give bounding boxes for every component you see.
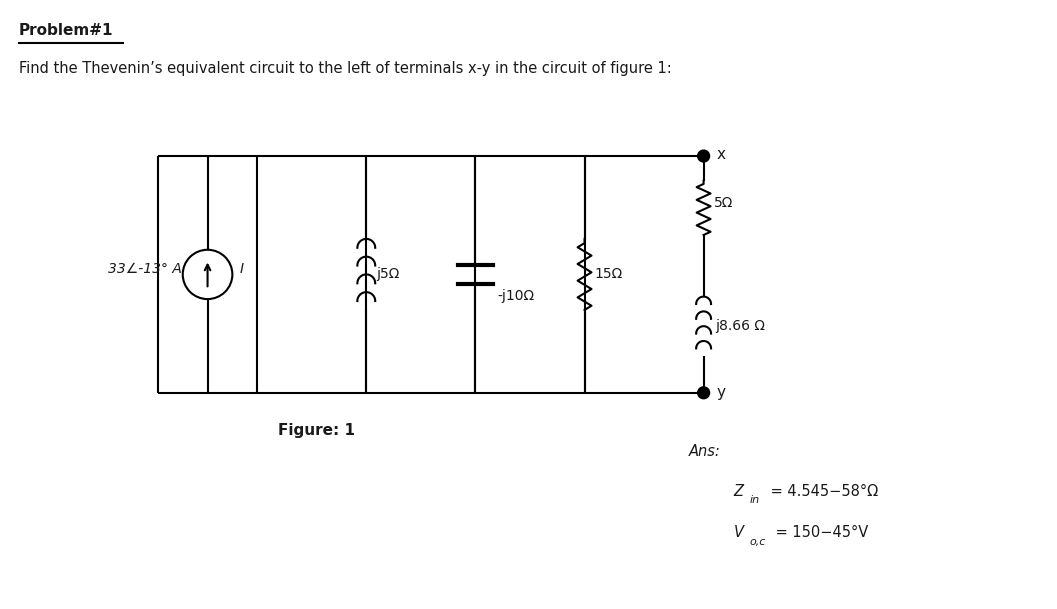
Text: I: I	[239, 262, 243, 276]
Text: Find the Thevenin’s equivalent circuit to the left of terminals x-y in the circu: Find the Thevenin’s equivalent circuit t…	[19, 61, 672, 76]
Text: in: in	[749, 495, 759, 505]
Text: 33∠-13° A: 33∠-13° A	[108, 262, 182, 276]
Text: Figure: 1: Figure: 1	[278, 423, 355, 438]
Text: V: V	[734, 526, 743, 540]
Text: = 150−45°V: = 150−45°V	[771, 526, 868, 540]
Text: Problem#1: Problem#1	[19, 23, 113, 38]
Text: Ans:: Ans:	[689, 445, 721, 459]
Text: x: x	[717, 147, 725, 161]
Text: Z: Z	[734, 484, 743, 499]
Circle shape	[698, 387, 709, 399]
Text: = 4.545−58°Ω: = 4.545−58°Ω	[766, 484, 878, 499]
Text: o,c: o,c	[749, 537, 765, 547]
Text: 5Ω: 5Ω	[713, 196, 733, 210]
Text: 15Ω: 15Ω	[594, 267, 623, 281]
Text: y: y	[717, 385, 725, 400]
Circle shape	[698, 150, 709, 162]
Text: j5Ω: j5Ω	[376, 267, 400, 281]
Text: j8.66 Ω: j8.66 Ω	[716, 319, 765, 333]
Text: -j10Ω: -j10Ω	[497, 289, 535, 303]
